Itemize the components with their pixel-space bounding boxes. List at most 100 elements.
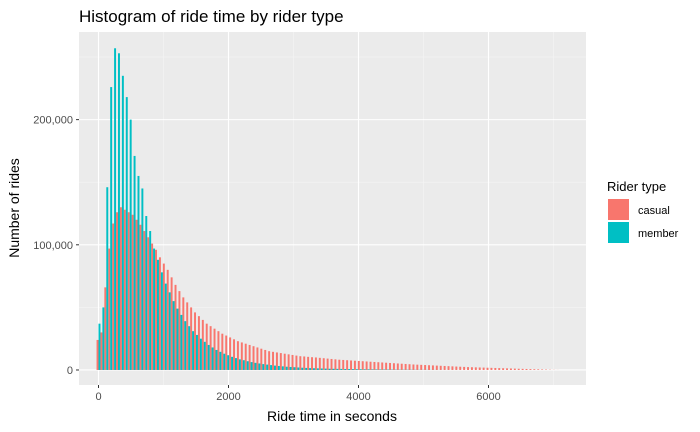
bar-member <box>355 369 358 370</box>
bar-member <box>180 314 183 370</box>
bar-member <box>371 369 374 370</box>
bar-member <box>211 347 214 370</box>
bar-casual <box>412 364 415 370</box>
bar-member <box>250 362 253 370</box>
bar-casual <box>443 365 446 370</box>
bar-casual <box>155 249 157 370</box>
bar-member <box>215 349 218 370</box>
bar-casual <box>350 360 352 370</box>
bar-casual <box>240 342 243 370</box>
bar-casual <box>299 356 302 370</box>
bar-casual <box>502 368 505 370</box>
bar-member <box>324 368 327 370</box>
bar-casual <box>474 367 477 370</box>
bar-casual <box>143 231 146 370</box>
x-tick-label: 4000 <box>346 391 370 403</box>
x-tick-label: 6000 <box>476 391 500 403</box>
bar-casual <box>451 366 454 370</box>
bar-casual <box>506 368 508 370</box>
bar-casual <box>283 353 286 370</box>
x-tick-label: 0 <box>95 391 101 403</box>
bar-member <box>129 119 132 370</box>
bar-casual <box>404 363 407 370</box>
bar-casual <box>170 277 173 370</box>
bar-casual <box>529 369 532 370</box>
bar-member <box>316 368 319 370</box>
bar-casual <box>459 366 462 370</box>
bar-casual <box>470 367 473 370</box>
bar-casual <box>112 223 115 370</box>
bar-member <box>199 338 202 370</box>
bar-member <box>149 231 152 370</box>
bar-casual <box>435 365 438 370</box>
bar-member <box>313 368 315 370</box>
bar-casual <box>439 365 442 370</box>
x-axis-title: Ride time in seconds <box>267 408 397 424</box>
bar-casual <box>209 326 212 370</box>
bar-casual <box>428 365 430 370</box>
bar-casual <box>447 366 450 370</box>
bar-member <box>227 355 230 370</box>
bar-casual <box>385 362 388 370</box>
bar-member <box>110 87 113 370</box>
bar-member <box>219 351 222 370</box>
y-axis-tick-labels: 0 100,000 200,000 <box>33 115 73 377</box>
bar-casual <box>104 287 107 370</box>
bar-member <box>270 365 273 370</box>
bar-casual <box>357 360 360 370</box>
bar-member <box>289 366 292 370</box>
legend: Rider type casual member <box>607 179 679 243</box>
bar-casual <box>509 368 512 370</box>
bar-casual <box>424 365 427 370</box>
bar-casual <box>467 367 469 370</box>
bar-casual <box>416 364 419 370</box>
bar-member <box>266 364 269 370</box>
bar-casual <box>186 302 189 370</box>
bar-member <box>106 187 109 370</box>
bar-casual <box>521 368 524 370</box>
bar-casual <box>116 212 118 370</box>
bar-member <box>367 369 370 370</box>
bar-casual <box>311 357 313 370</box>
bar-casual <box>498 368 501 370</box>
bar-casual <box>194 312 196 370</box>
y-axis-title: Number of rides <box>6 158 22 258</box>
bar-casual <box>396 363 399 370</box>
legend-title: Rider type <box>607 179 666 194</box>
bar-casual <box>174 284 177 370</box>
bar-member <box>340 368 343 370</box>
bar-casual <box>486 367 489 370</box>
bar-casual <box>108 248 111 370</box>
x-tick-label: 2000 <box>216 391 240 403</box>
y-tick-label: 100,000 <box>33 240 73 252</box>
bar-casual <box>482 367 485 370</box>
bar-member <box>176 308 179 370</box>
bar-member <box>164 283 167 370</box>
bar-member <box>157 259 159 370</box>
bar-casual <box>135 219 138 370</box>
casual-series <box>96 207 559 370</box>
bar-casual <box>408 364 411 370</box>
bar-casual <box>119 207 122 370</box>
bar-member <box>375 369 378 370</box>
y-tick-label: 0 <box>67 365 73 377</box>
bar-casual <box>287 354 290 370</box>
bar-casual <box>236 341 239 370</box>
bar-member <box>192 331 195 370</box>
bar-casual <box>334 359 337 370</box>
bar-member <box>277 365 280 370</box>
bar-casual <box>478 367 481 370</box>
bar-casual <box>275 352 278 370</box>
bar-casual <box>205 323 208 370</box>
bar-casual <box>213 328 216 370</box>
bar-casual <box>373 361 376 370</box>
bar-member <box>320 368 323 370</box>
bar-member <box>242 360 245 370</box>
bar-member <box>145 216 148 370</box>
legend-label-member: member <box>638 228 679 240</box>
bar-casual <box>346 360 349 370</box>
bar-member <box>352 369 354 370</box>
bar-casual <box>279 353 282 370</box>
bar-member <box>102 307 105 370</box>
